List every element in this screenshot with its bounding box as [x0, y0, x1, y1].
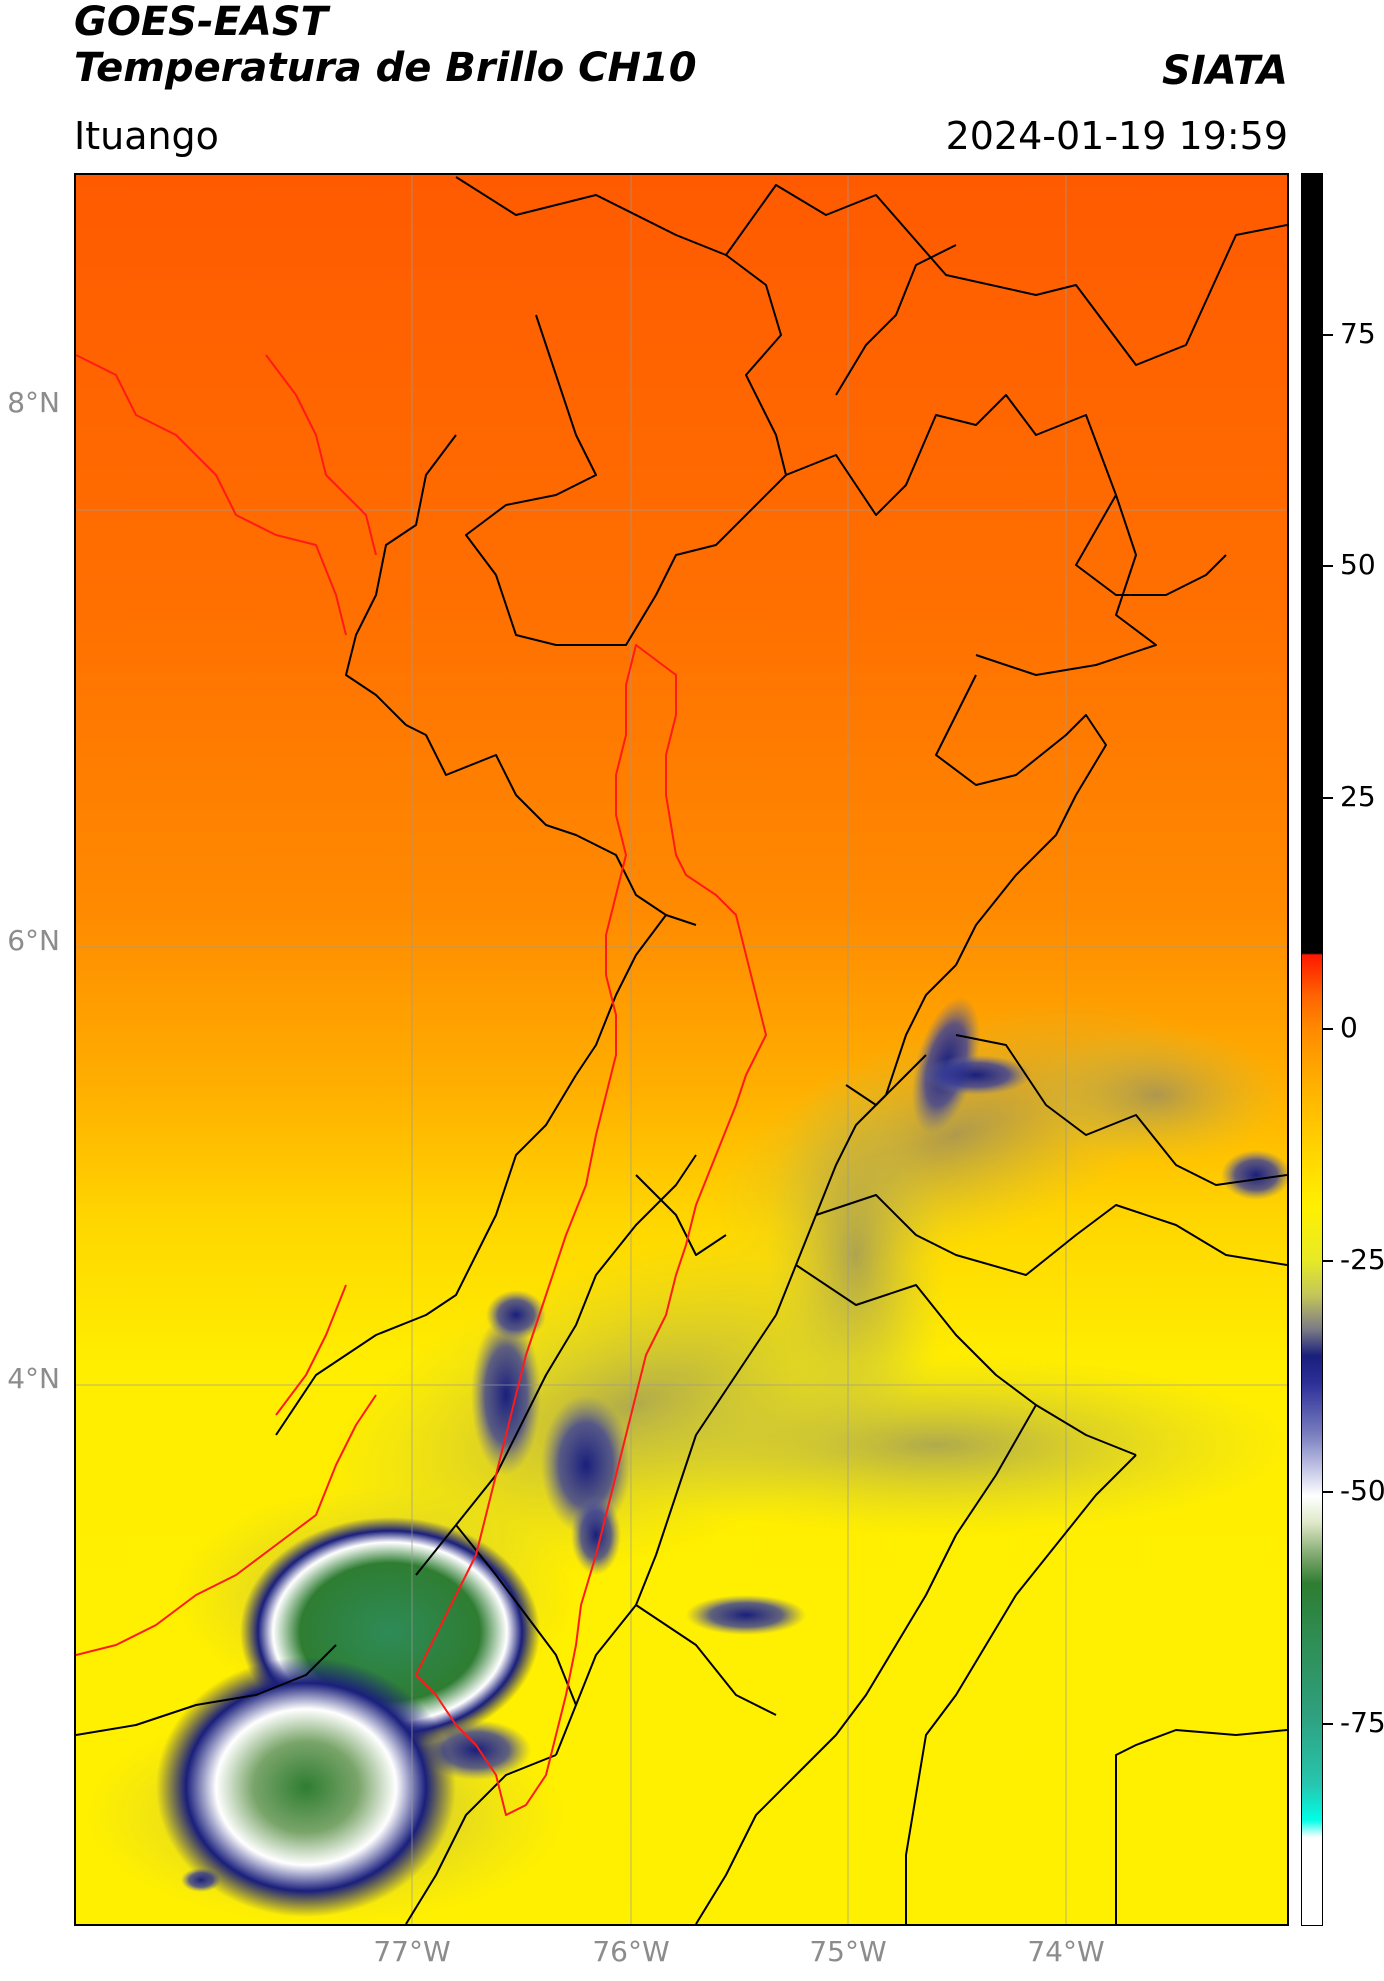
colorbar-label-50: 50: [1340, 548, 1376, 581]
colorbar-tick: [1323, 334, 1333, 336]
colorbar-label-minus25: -25: [1340, 1243, 1384, 1276]
convective-cores: [156, 996, 1287, 1917]
product-title: GOES-EAST: [74, 0, 328, 45]
colorbar-label-75: 75: [1340, 317, 1376, 350]
brand-label: SIATA: [1162, 48, 1288, 94]
admin-borders: [76, 176, 1287, 1924]
lat-label-8n: 8°N: [7, 386, 60, 419]
colorbar-label-0: 0: [1340, 1011, 1358, 1044]
lon-label-77w: 77°W: [373, 1935, 451, 1968]
colorbar-tick: [1323, 1723, 1333, 1725]
colorbar: [1301, 173, 1323, 1926]
datetime-label: 2024-01-19 19:59: [945, 114, 1288, 158]
lon-label-76w: 76°W: [592, 1935, 670, 1968]
colorbar-label-minus50: -50: [1340, 1474, 1384, 1507]
colorbar-tick: [1323, 797, 1333, 799]
lat-label-4n: 4°N: [7, 1362, 60, 1395]
colorbar-tick: [1323, 1491, 1333, 1493]
satellite-map[interactable]: [74, 173, 1289, 1926]
colorbar-tick: [1323, 1028, 1333, 1030]
lon-label-75w: 75°W: [809, 1935, 887, 1968]
colorbar-label-25: 25: [1340, 780, 1376, 813]
map-canvas: [76, 175, 1287, 1924]
lon-label-74w: 74°W: [1027, 1935, 1105, 1968]
lat-label-6n: 6°N: [7, 924, 60, 957]
colorbar-tick: [1323, 1260, 1333, 1262]
product-subtitle: Temperatura de Brillo CH10: [74, 45, 697, 91]
basin-outline: [76, 354, 767, 1816]
graticule: [76, 175, 1287, 1924]
colorbar-tick: [1323, 565, 1333, 567]
location-label: Ituango: [74, 114, 219, 158]
colorbar-label-minus75: -75: [1340, 1706, 1384, 1739]
